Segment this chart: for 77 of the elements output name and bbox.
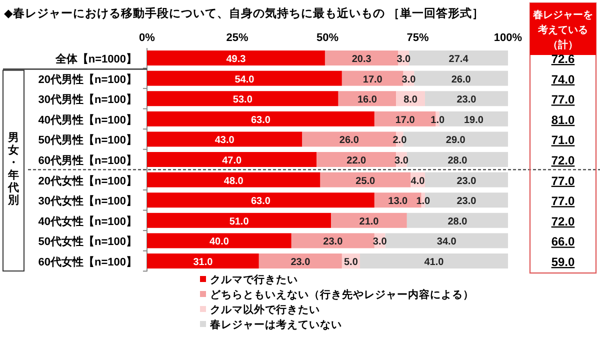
x-tick-label: 0% [139, 32, 156, 44]
y-tick-label: 40代女性【n=100】 [38, 214, 137, 228]
legend-label: クルマ以外で行きたい [210, 303, 320, 316]
data-label: 34.0 [436, 236, 457, 248]
data-label: 3.0 [396, 54, 412, 65]
data-label: 23.0 [456, 196, 477, 208]
data-label: 5.0 [344, 257, 358, 268]
y-tick-label: 50代女性【n=100】 [38, 235, 137, 248]
text: 72.0 [551, 154, 575, 168]
data-label: 51.0 [229, 216, 250, 228]
data-label: 8.0 [404, 94, 418, 106]
text: 74.0 [551, 72, 575, 86]
data-label: 23.0 [456, 94, 477, 106]
text: 71.0 [551, 133, 575, 148]
data-label: 20.3 [352, 54, 372, 65]
data-label: 47.0 [222, 156, 242, 166]
y-tick-label: 20代男性【n=100】 [38, 72, 137, 86]
data-label: 53.0 [232, 94, 253, 106]
y-tick-label: 40代男性【n=100】 [38, 113, 137, 126]
y-tick-label: 全体【n=1000】 [54, 52, 137, 66]
x-tick-label: 75% [406, 32, 429, 44]
data-label: 23.0 [290, 257, 311, 268]
data-label: 19.0 [464, 114, 484, 126]
data-label: 48.0 [224, 176, 244, 187]
data-label: 63.0 [250, 114, 271, 126]
data-label: 3.0 [394, 156, 409, 166]
data-label: 31.0 [193, 257, 214, 268]
data-label: 13.0 [388, 196, 408, 208]
data-label: 17.0 [362, 74, 383, 86]
data-label: 23.0 [323, 236, 344, 248]
data-label: 41.0 [424, 257, 444, 268]
data-label: 26.0 [339, 135, 360, 146]
data-label: 54.0 [234, 74, 255, 86]
data-label: 3.0 [372, 236, 388, 248]
y-tick-label: 60代男性【n=100】 [38, 154, 137, 167]
text: 77.0 [551, 174, 575, 188]
data-label: 21.0 [359, 216, 380, 228]
data-label: 4.0 [410, 176, 426, 187]
y-tick-label: 50代男性【n=100】 [38, 134, 137, 147]
chart-title: ◆春レジャーにおける移動手段について、自身の気持ちに最も近いもの ［単一回答形式］ [4, 6, 484, 20]
text: 男女・年代別 [7, 132, 19, 207]
data-label: 1.0 [430, 114, 445, 126]
x-tick-label: 100% [494, 32, 522, 44]
data-label: 16.0 [357, 94, 378, 106]
text: 72.6 [551, 52, 575, 66]
y-tick-label: 30代女性【n=100】 [38, 194, 137, 208]
data-label: 1.0 [416, 196, 431, 208]
data-label: 40.0 [209, 236, 230, 248]
legend-label: どちらともいえない（行き先やレジャー内容による） [210, 288, 474, 301]
text: 59.0 [551, 255, 575, 269]
data-label: 27.4 [448, 54, 469, 65]
data-label: 49.3 [226, 54, 246, 65]
data-label: 29.0 [446, 135, 466, 146]
data-label: 2.0 [392, 135, 408, 146]
data-label: 17.0 [395, 114, 416, 126]
y-tick-label: 60代女性【n=100】 [38, 256, 137, 268]
data-label: 3.0 [402, 74, 416, 86]
data-label: 28.0 [448, 216, 468, 228]
data-label: 26.0 [451, 74, 472, 86]
legend-label: 春レジャーは考えていない [209, 318, 342, 331]
data-label: 63.0 [250, 196, 271, 208]
text: 春レジャーを考えている（計） [532, 9, 593, 51]
data-label: 28.0 [448, 156, 468, 166]
text: 81.0 [551, 112, 575, 127]
data-label: 43.0 [214, 135, 235, 146]
y-tick-label: 30代男性【n=100】 [38, 93, 137, 106]
text: 72.0 [551, 214, 575, 228]
data-label: 22.0 [346, 156, 367, 166]
data-label: 23.0 [456, 176, 477, 187]
text: 77.0 [551, 92, 575, 107]
data-label: 25.0 [356, 176, 376, 187]
x-tick-label: 50% [316, 32, 339, 44]
text: 77.0 [551, 194, 575, 208]
legend-label: クルマで行きたい [210, 273, 298, 286]
x-tick-label: 25% [226, 32, 248, 44]
y-tick-label: 20代女性【n=100】 [38, 174, 137, 188]
text: 66.0 [551, 234, 575, 249]
